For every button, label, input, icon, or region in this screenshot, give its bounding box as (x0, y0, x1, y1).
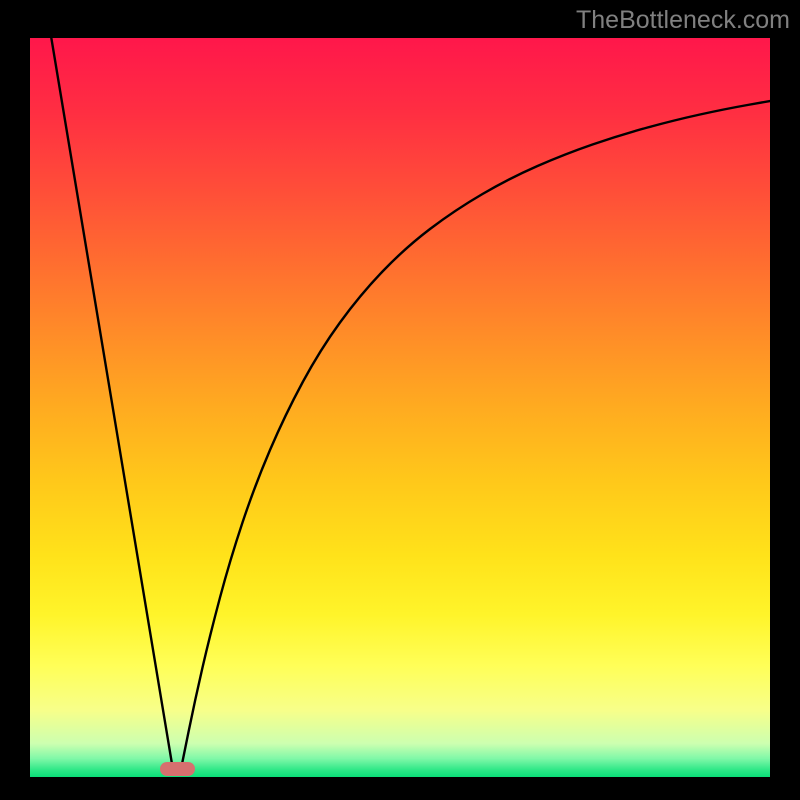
chart-container: TheBottleneck.com (0, 0, 800, 800)
watermark-text: TheBottleneck.com (576, 6, 790, 35)
bottleneck-curve-chart (0, 0, 800, 800)
